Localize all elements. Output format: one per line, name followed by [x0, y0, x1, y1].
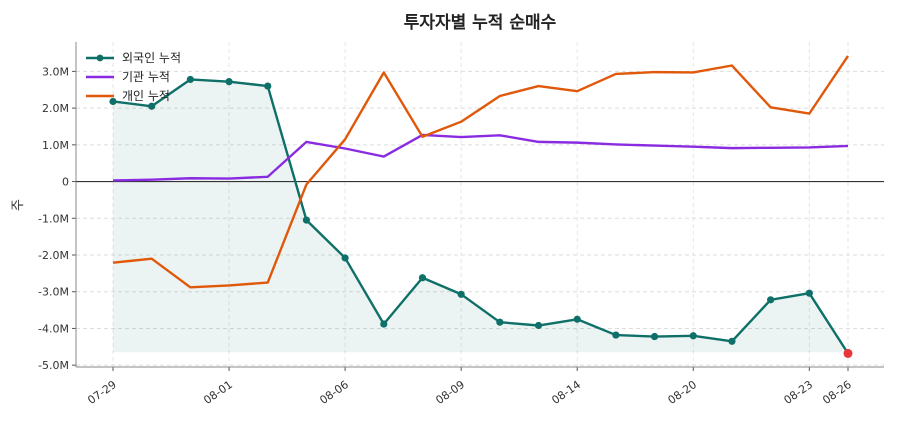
y-tick-label: 0 — [62, 176, 69, 189]
y-tick-label: -1.0M — [38, 212, 69, 225]
y-tick-label: -4.0M — [38, 322, 69, 335]
x-tick-label: 08-09 — [433, 378, 467, 407]
data-point — [380, 320, 388, 328]
data-point — [457, 290, 465, 298]
x-tick-label: 08-06 — [317, 378, 351, 407]
y-tick-label: 1.0M — [42, 139, 69, 152]
data-point — [534, 321, 543, 330]
data-point — [573, 315, 581, 323]
legend-marker — [96, 54, 104, 62]
series-line-0 — [112, 78, 850, 355]
x-tick-label: 08-14 — [549, 378, 583, 407]
data-point — [186, 75, 194, 84]
data-point — [418, 274, 427, 282]
series-area-0 — [113, 79, 848, 354]
data-point — [728, 337, 736, 345]
legend-label: 외국인 누적 — [122, 51, 181, 65]
data-point — [496, 318, 504, 326]
data-point — [805, 289, 813, 297]
x-tick-label: 08-01 — [201, 378, 235, 407]
chart-title: 투자자별 누적 순매수 — [404, 13, 557, 33]
x-tick-label: 08-26 — [820, 378, 854, 407]
data-point — [109, 97, 117, 106]
y-tick-label: 2.0M — [42, 102, 69, 115]
data-point — [767, 296, 775, 304]
legend-label: 기관 누적 — [122, 70, 170, 84]
data-point — [264, 82, 272, 90]
data-point — [148, 102, 156, 110]
data-point — [341, 254, 349, 262]
data-point — [302, 216, 311, 224]
y-tick-label: -2.0M — [38, 249, 69, 262]
y-tick-label: 3.0M — [42, 65, 69, 78]
data-point — [843, 348, 853, 358]
series-line-2 — [112, 55, 849, 289]
data-point — [225, 78, 233, 86]
data-point — [650, 332, 659, 341]
x-tick-label: 08-23 — [782, 378, 816, 407]
x-tick-label: 08-20 — [666, 378, 700, 407]
series-layer — [109, 55, 853, 358]
grid-layer — [76, 42, 884, 367]
y-tick-label: -5.0M — [38, 359, 69, 372]
y-axis-label: 주 — [11, 199, 26, 211]
series-line-1 — [112, 133, 849, 182]
fill-layer — [113, 79, 848, 354]
legend-label: 개인 누적 — [122, 89, 170, 103]
x-tick-label: 07-29 — [85, 378, 119, 407]
data-point — [689, 332, 697, 340]
data-point — [612, 331, 620, 339]
y-tick-label: -3.0M — [38, 286, 69, 299]
